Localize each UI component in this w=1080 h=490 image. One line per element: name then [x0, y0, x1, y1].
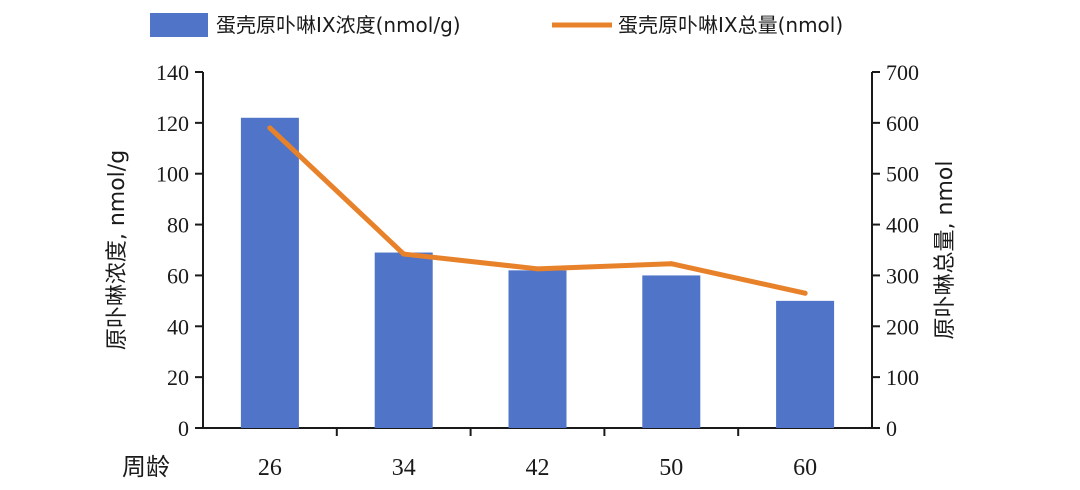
- left-tick-label: 120: [156, 111, 189, 136]
- legend: 蛋壳原卟啉IX浓度(nmol/g) 蛋壳原卟啉IX总量(nmol): [150, 13, 843, 37]
- right-tick-label: 600: [886, 111, 919, 136]
- left-tick-label: 40: [167, 314, 189, 339]
- right-axis-title: 原卟啉总量, nmol: [933, 161, 958, 340]
- bar-42: [508, 270, 567, 428]
- legend-line-label: 蛋壳原卟啉IX总量(nmol): [618, 13, 843, 37]
- left-tick-label: 100: [156, 162, 189, 187]
- x-ticks: 26 34 42 50 60: [258, 428, 817, 481]
- line-point-26: [267, 125, 273, 131]
- x-tick-label: 60: [793, 455, 817, 481]
- line-point-50: [668, 261, 674, 267]
- line-series: [267, 125, 808, 296]
- x-tick-label: 50: [659, 455, 683, 481]
- left-tick-label: 140: [156, 60, 189, 85]
- right-tick-label: 300: [886, 263, 919, 288]
- left-tick-label: 80: [167, 213, 189, 238]
- line-point-42: [535, 266, 540, 272]
- right-tick-label: 100: [886, 365, 919, 390]
- bar-26: [240, 117, 299, 429]
- left-axis-title: 原卟啉浓度, nmol/g: [105, 150, 130, 350]
- right-tick-label: 500: [886, 162, 919, 187]
- right-tick-label: 0: [886, 416, 897, 441]
- bar-60: [776, 300, 835, 428]
- left-tick-label: 60: [167, 263, 189, 288]
- legend-bar-label: 蛋壳原卟啉IX浓度(nmol/g): [216, 13, 461, 37]
- x-tick-label: 42: [526, 455, 550, 481]
- right-tick-label: 700: [886, 60, 919, 85]
- legend-bar-swatch: [150, 13, 208, 37]
- right-tick-label: 400: [886, 213, 919, 238]
- left-tick-label: 20: [167, 365, 189, 390]
- x-axis-title: 周龄: [122, 453, 170, 481]
- line-point-34: [401, 251, 407, 257]
- bar-34: [374, 252, 433, 428]
- line-point-60: [802, 290, 808, 296]
- bar-50: [642, 275, 701, 428]
- bar-series: [240, 117, 835, 429]
- x-tick-label: 26: [258, 455, 282, 481]
- left-tick-label: 0: [178, 416, 189, 441]
- right-tick-label: 200: [886, 314, 919, 339]
- x-tick-label: 34: [392, 455, 416, 481]
- left-y-ticks: 0 20 40 60 80 100 120 140: [156, 60, 203, 441]
- right-y-ticks: 0 100 200 300 400 500 600 700: [872, 60, 919, 441]
